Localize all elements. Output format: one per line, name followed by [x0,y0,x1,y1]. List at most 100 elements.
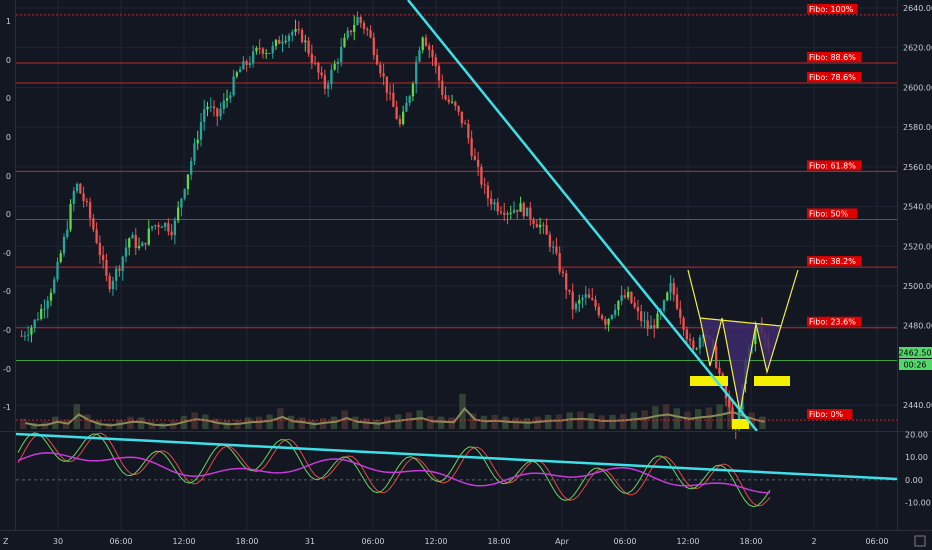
right-shoulder-marker [754,376,790,386]
candle-body [346,30,349,38]
candle-body [141,242,144,247]
volume-bar [523,418,530,429]
volume-bar [759,416,766,429]
head-marker [732,419,749,429]
candle-body [529,207,532,220]
candle-body [167,223,170,232]
left-tick-label: 0 [6,172,11,181]
current-price-badge: 2462.50 00:26 [898,347,932,370]
candle-body [555,246,558,254]
volume-bar [662,404,670,429]
candle-body [688,339,692,341]
volume-bar [95,420,102,429]
pattern-outline[interactable] [687,269,799,413]
candle-body [43,308,46,310]
candle-body [212,106,216,109]
candle-body [754,328,757,345]
candle-body [33,319,36,328]
volume-bar [405,412,413,429]
candle-body [715,346,718,368]
candle-body [565,273,568,290]
candle-body [695,348,698,350]
candle-body [480,166,483,185]
candle-body [137,246,141,249]
oscillator-trendline[interactable] [15,432,898,481]
candle-body [477,159,480,167]
fibo-label: Fibo: 61.8% [809,161,856,170]
oscillator-lines [16,432,897,508]
neckline[interactable] [699,317,782,327]
candle-body [304,40,307,43]
candle-body [49,292,53,301]
candle-body [353,24,356,33]
oscillator-tick-label: 10.00 [905,453,928,462]
countdown-value: 00:26 [903,361,926,370]
grid-lines [16,0,897,530]
candle-body [349,30,353,33]
candle-body [486,185,490,199]
candle-body [186,174,190,190]
volume-bar [684,411,691,429]
candle-body [653,325,656,329]
price-axis[interactable]: 2640.00 2620.00 2600.00 2580.00 2560.00 2540.… [903,4,932,410]
candle-body [503,212,506,215]
candle-body [558,253,561,272]
candle-body [431,49,434,58]
corner-icons[interactable]: Z [3,535,926,547]
settings-icon[interactable] [914,535,926,547]
candle-body [317,62,320,73]
candle-body [483,184,486,186]
candle-body [121,256,124,271]
candle-body [320,72,323,76]
time-tick-label: 06:00 [613,537,636,546]
candle-body [23,335,27,337]
volume-bar [609,414,616,429]
candle-body [144,242,147,245]
candle-body [124,247,128,257]
candle-body [450,101,454,103]
candle-body [490,198,493,205]
candle-body [411,83,415,97]
candle-body [499,211,503,213]
oscillator-axis[interactable]: 20.00 10.00 0.00 -10.00 [905,430,931,507]
candle-body [359,16,362,23]
price-tick-label: 2560.00 [903,163,932,172]
candle-body [180,198,183,208]
zoom-icon[interactable]: Z [3,537,9,546]
candle-body [177,207,180,221]
oscillator-tick-label: -10.00 [905,499,931,508]
candle-body [509,212,512,214]
volume-bar [287,415,295,429]
pattern-fill [700,318,781,412]
fibo-label-bg [807,256,862,267]
candle-body [40,308,43,319]
left-tick-label: -0 [3,249,11,258]
candle-body [643,320,646,322]
candle-body [238,69,242,73]
candle-body [190,160,193,175]
candle-body [375,54,379,65]
volume-bar [352,416,359,429]
candle-body [604,319,607,325]
fibo-label: Fibo: 0% [809,410,844,419]
candle-body [268,53,271,55]
candle-body [203,109,206,122]
candle-body [457,106,460,112]
candle-body [297,29,300,31]
inverse-head-shoulders-pattern[interactable] [687,269,799,429]
candle-body [327,84,330,89]
candle-body [369,30,372,38]
volume-moving-average [25,406,765,427]
volume-bar [470,413,477,429]
main-trendline[interactable] [407,0,758,432]
candle-body [516,209,519,212]
volume-bars [20,393,766,429]
candle-body [460,111,463,124]
time-axis[interactable]: 30 06:00 12:00 18:00 31 06:00 12:00 18:00 Apr 06:… [53,537,889,546]
fibo-label-bg [807,409,853,420]
candle-body [428,45,431,50]
candle-body [92,218,95,230]
time-tick-label: 12:00 [676,537,699,546]
volume-bar [727,400,734,429]
